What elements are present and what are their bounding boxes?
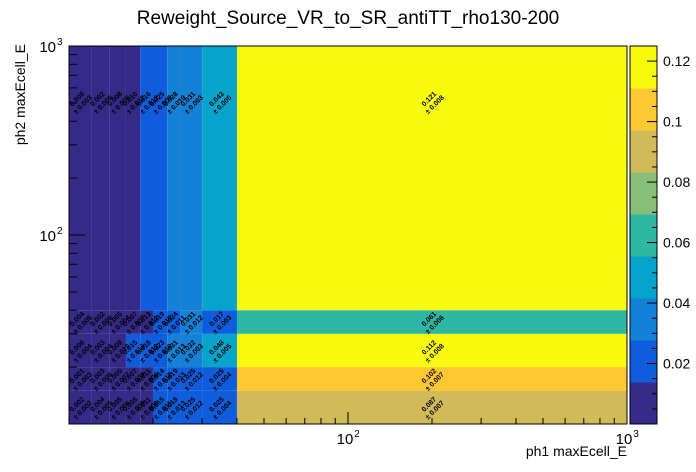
heatmap-cell xyxy=(180,46,203,311)
heatmap-cell xyxy=(125,367,141,391)
heatmap-cell xyxy=(69,367,92,391)
colorbar-swatch xyxy=(630,256,657,299)
chart-title: Reweight_Source_VR_to_SR_antiTT_rho130-2… xyxy=(137,8,559,29)
heatmap-cell xyxy=(109,310,126,334)
colorbar: 0.02 0.04 0.06 0.08 0.1 0.12 xyxy=(629,45,690,425)
colorbar-swatch xyxy=(630,298,657,341)
x-tick-base: 10 xyxy=(337,431,354,448)
heatmap-cell xyxy=(152,310,168,334)
heatmap-cell xyxy=(152,390,168,424)
heatmap-cell xyxy=(91,310,110,334)
heatmap-cells xyxy=(69,46,627,424)
heatmap-cell xyxy=(202,367,237,391)
y-tick-exp: 2 xyxy=(57,226,63,237)
heatmap-cell xyxy=(152,333,168,368)
heatmap-cell xyxy=(180,367,203,391)
heatmap-cell xyxy=(91,46,110,311)
y-tick-label: 10 2 xyxy=(39,226,63,245)
heatmap-cell xyxy=(140,367,153,391)
heatmap-cell xyxy=(69,333,92,368)
heatmap-cell xyxy=(69,310,92,334)
colorbar-tick-label: 0.1 xyxy=(663,114,683,130)
colorbar-swatch xyxy=(630,382,657,425)
heatmap-cell xyxy=(180,390,203,424)
heatmap-cell xyxy=(91,390,110,424)
colorbar-swatch xyxy=(630,172,657,215)
heatmap-cell xyxy=(152,367,168,391)
heatmap-cell xyxy=(167,390,181,424)
y-tick-exp: 3 xyxy=(57,37,63,48)
x-tick-label: 10 3 xyxy=(616,429,640,448)
heatmap-cell xyxy=(152,46,168,311)
heatmap-cell xyxy=(125,310,141,334)
colorbar-tick-label: 0.06 xyxy=(663,235,690,251)
heatmap-cell xyxy=(180,310,203,334)
heatmap-cell xyxy=(125,46,141,311)
colorbar-swatch xyxy=(630,46,657,89)
heatmap-cell xyxy=(167,333,181,368)
heatmap-cell xyxy=(202,310,237,334)
heatmap-cell xyxy=(202,390,237,424)
heatmap-cell xyxy=(125,390,141,424)
colorbar-swatch xyxy=(630,88,657,131)
heatmap-cell xyxy=(236,367,627,391)
heatmap-cell xyxy=(167,46,181,311)
heatmap-cell xyxy=(140,333,153,368)
heatmap-cell xyxy=(140,390,153,424)
heatmap-cell xyxy=(69,46,92,311)
colorbar-swatch xyxy=(630,340,657,383)
heatmap-cell xyxy=(140,46,153,311)
heatmap-cell xyxy=(109,367,126,391)
x-tick-exp: 2 xyxy=(354,429,360,440)
heatmap-cell xyxy=(140,310,153,334)
heatmap-cell xyxy=(180,333,203,368)
heatmap-cell xyxy=(109,333,126,368)
heatmap-cell xyxy=(109,46,126,311)
colorbar-tick-label: 0.08 xyxy=(663,174,690,190)
heatmap-cell xyxy=(69,390,92,424)
colorbar-frame xyxy=(629,45,658,425)
y-tick-label: 10 3 xyxy=(39,37,63,56)
x-tick-base: 10 xyxy=(616,431,633,448)
heatmap-cell xyxy=(91,367,110,391)
colorbar-tick-label: 0.02 xyxy=(663,356,690,372)
colorbar-tick-label: 0.04 xyxy=(663,295,690,311)
x-axis-label: ph1 maxEcell_E xyxy=(526,443,627,459)
x-tick-label: 10 2 xyxy=(337,429,361,448)
heatmap-cell xyxy=(236,310,627,334)
y-tick-base: 10 xyxy=(39,228,56,245)
heatmap-cell xyxy=(167,310,181,334)
heatmap-cell xyxy=(202,333,237,368)
colorbar-swatch xyxy=(630,214,657,257)
heatmap-cell xyxy=(167,367,181,391)
heatmap-cell xyxy=(109,390,126,424)
heatmap-cell xyxy=(202,46,237,311)
heatmap-cell xyxy=(125,333,141,368)
heatmap-cell xyxy=(91,333,110,368)
x-tick-exp: 3 xyxy=(633,429,639,440)
y-tick-base: 10 xyxy=(39,39,56,56)
colorbar-tick-label: 0.12 xyxy=(663,53,690,69)
heatmap-cell xyxy=(236,46,627,311)
y-axis-label: ph2 maxEcell_E xyxy=(12,44,28,145)
x-axis: 10 2 10 3 xyxy=(68,412,640,448)
heatmap-cell xyxy=(236,333,627,368)
